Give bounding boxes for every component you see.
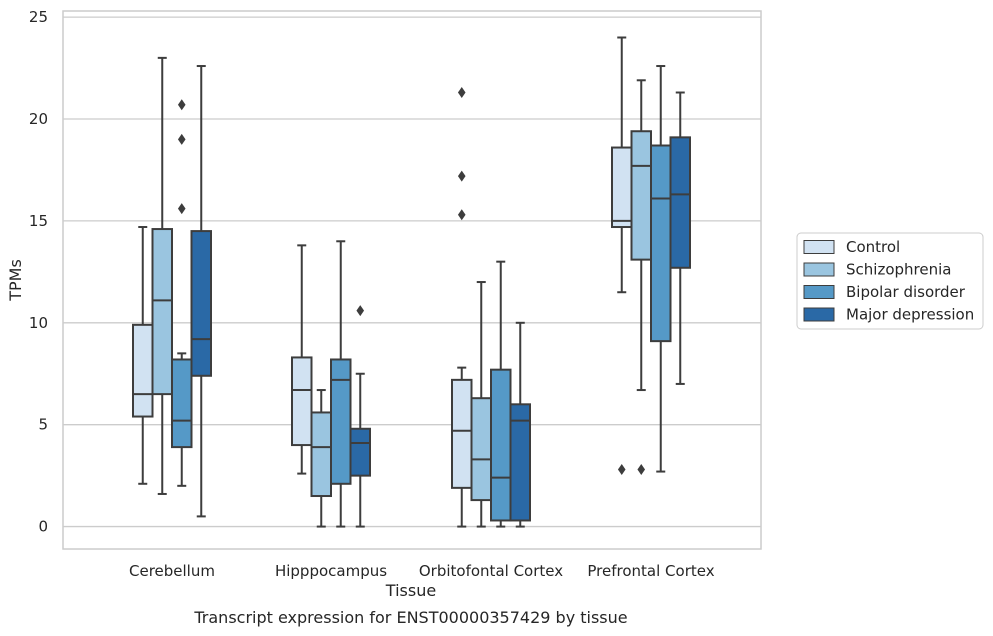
legend-item: Bipolar disorder xyxy=(803,283,966,301)
outlier-point xyxy=(177,133,186,145)
box-bipolar-disorder xyxy=(330,240,352,528)
outlier-point xyxy=(457,170,466,182)
box-major-depression xyxy=(669,91,691,385)
box-body xyxy=(630,130,652,261)
y-tick-label: 5 xyxy=(38,416,48,434)
outlier-point xyxy=(177,203,186,215)
y-tick-label: 25 xyxy=(29,8,48,26)
box-body xyxy=(509,403,531,522)
box-body xyxy=(451,378,473,489)
y-tick-label: 10 xyxy=(29,314,48,332)
box-control xyxy=(611,36,633,476)
box-control xyxy=(291,244,313,475)
legend-swatch xyxy=(803,307,835,322)
box-body xyxy=(650,144,672,343)
box-body xyxy=(310,411,332,498)
chart-caption: Transcript expression for ENST0000035742… xyxy=(193,608,627,627)
x-axis-ticks: Cerebellum Hipppocampus Orbitofontal Corte… xyxy=(129,562,715,580)
plot-area-frame xyxy=(62,10,762,550)
y-tick-label: 20 xyxy=(29,110,48,128)
box-major-depression xyxy=(190,65,212,518)
y-tick-label: 0 xyxy=(38,518,48,536)
box-body xyxy=(349,427,371,477)
box-control xyxy=(451,87,473,528)
box-body xyxy=(470,397,492,502)
box-body xyxy=(132,323,154,418)
legend-item: Control xyxy=(803,238,900,256)
legend: Control Schizophrenia Bipolar disorder Majo… xyxy=(796,232,984,330)
legend-swatch xyxy=(803,285,835,299)
legend-frame xyxy=(796,232,984,330)
outlier-point xyxy=(637,464,646,476)
box-body xyxy=(171,358,193,449)
outlier-point xyxy=(356,305,365,317)
y-tick-label: 15 xyxy=(29,212,48,230)
box-major-depression xyxy=(509,321,531,528)
box-body xyxy=(490,368,512,522)
legend-item: Major depression xyxy=(803,306,974,324)
box-body xyxy=(669,136,691,269)
box-bipolar-disorder xyxy=(650,65,672,473)
box-bipolar-disorder xyxy=(490,260,512,528)
box-body xyxy=(151,228,173,396)
y-axis-title: TPMs xyxy=(6,259,25,302)
legend-label: Major depression xyxy=(846,306,974,324)
x-tick-label: Prefrontal Cortex xyxy=(587,562,714,580)
legend-item: Schizophrenia xyxy=(803,261,951,279)
box-major-depression xyxy=(349,305,371,528)
box-schizophrenia xyxy=(470,281,492,528)
box-bipolar-disorder xyxy=(171,99,193,487)
legend-label: Bipolar disorder xyxy=(846,283,966,301)
legend-label: Control xyxy=(846,238,900,256)
x-tick-label: Hipppocampus xyxy=(275,562,387,580)
boxes xyxy=(132,36,691,528)
x-axis-title: Tissue xyxy=(385,581,436,600)
outlier-point xyxy=(177,99,186,111)
x-tick-label: Cerebellum xyxy=(129,562,215,580)
box-body xyxy=(611,146,633,229)
box-body xyxy=(291,356,313,447)
legend-label: Schizophrenia xyxy=(846,261,951,279)
box-schizophrenia xyxy=(630,79,652,476)
box-control xyxy=(132,226,154,485)
legend-swatch xyxy=(803,240,835,254)
y-axis-ticks: 0 5 10 15 20 25 xyxy=(29,8,48,535)
legend-swatch xyxy=(803,262,835,277)
box-body xyxy=(190,230,212,377)
outlier-point xyxy=(457,209,466,221)
x-tick-label: Orbitofontal Cortex xyxy=(419,562,563,580)
box-schizophrenia xyxy=(151,56,173,495)
box-schizophrenia xyxy=(310,389,332,528)
outlier-point xyxy=(617,464,626,476)
outlier-point xyxy=(457,87,466,99)
box-body xyxy=(330,358,352,485)
